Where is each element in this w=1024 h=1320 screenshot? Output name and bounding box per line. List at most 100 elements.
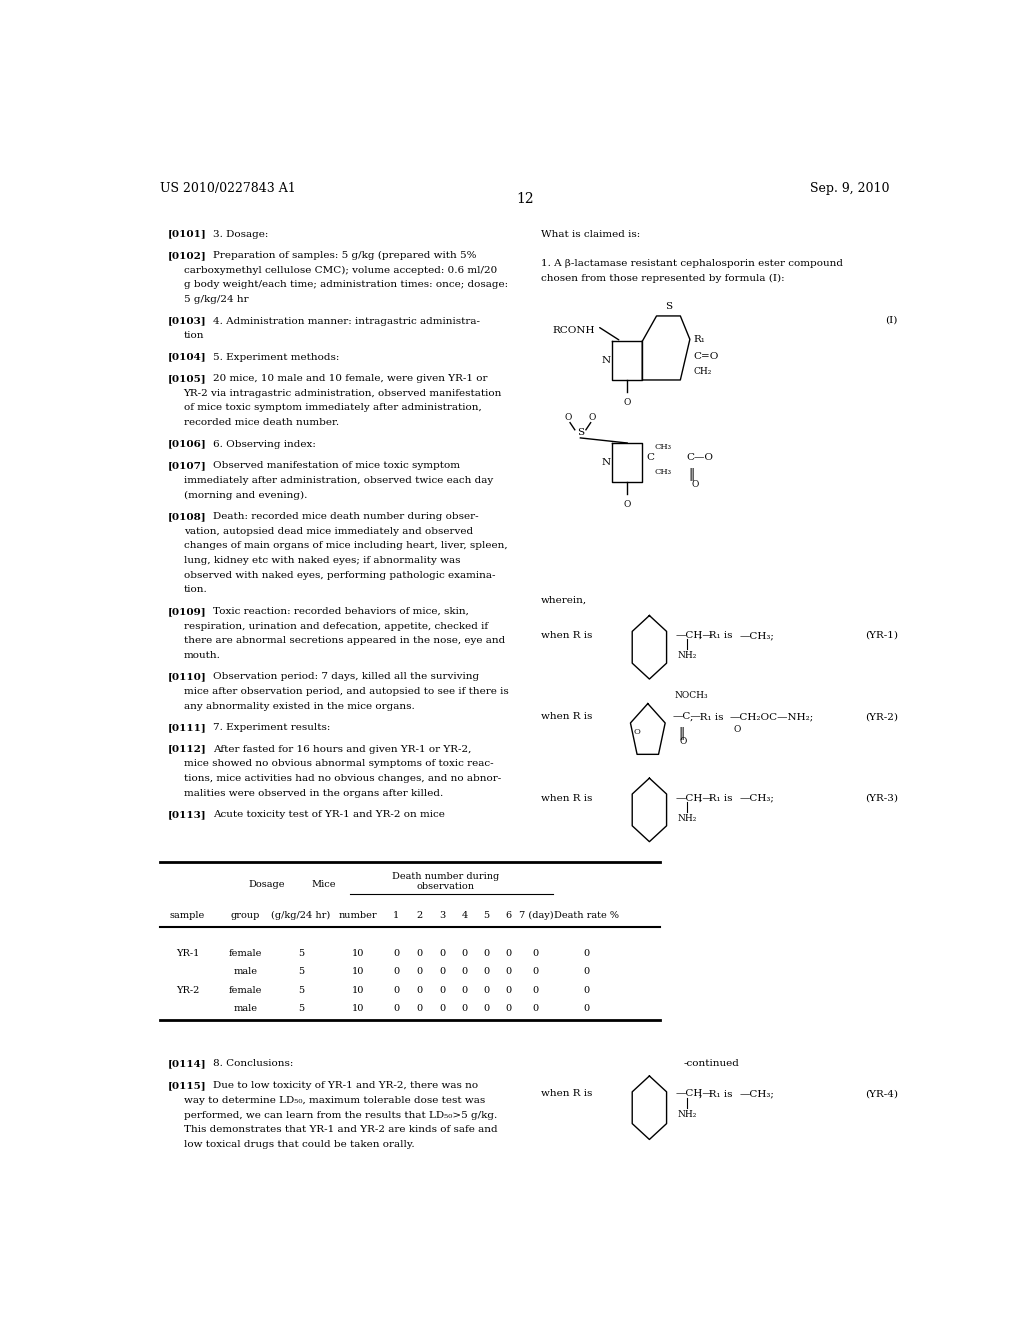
Text: YR-2 via intragastric administration, observed manifestation: YR-2 via intragastric administration, ob… bbox=[183, 388, 502, 397]
Text: female: female bbox=[228, 949, 262, 958]
Text: carboxymethyl cellulose CMC); volume accepted: 0.6 ml/20: carboxymethyl cellulose CMC); volume acc… bbox=[183, 265, 497, 275]
Text: [0106]: [0106] bbox=[168, 440, 207, 449]
Text: 5. Experiment methods:: 5. Experiment methods: bbox=[213, 352, 339, 362]
Text: [0114]: [0114] bbox=[168, 1059, 206, 1068]
Text: 10: 10 bbox=[352, 949, 365, 958]
Text: N: N bbox=[601, 356, 610, 366]
Text: —C—: —C— bbox=[673, 713, 701, 721]
Text: there are abnormal secretions appeared in the nose, eye and: there are abnormal secretions appeared i… bbox=[183, 636, 505, 645]
Text: 0: 0 bbox=[483, 968, 489, 977]
Text: 5: 5 bbox=[298, 968, 304, 977]
Text: 20 mice, 10 male and 10 female, were given YR-1 or: 20 mice, 10 male and 10 female, were giv… bbox=[213, 374, 487, 383]
Text: mice showed no obvious abnormal symptoms of toxic reac-: mice showed no obvious abnormal symptoms… bbox=[183, 759, 494, 768]
Text: 12: 12 bbox=[516, 191, 534, 206]
Text: [0103]: [0103] bbox=[168, 317, 206, 326]
Text: [0115]: [0115] bbox=[168, 1081, 206, 1090]
Text: —CH₃;: —CH₃; bbox=[739, 793, 774, 803]
Text: NH₂: NH₂ bbox=[677, 651, 696, 660]
Text: 0: 0 bbox=[506, 1005, 512, 1012]
Text: 0: 0 bbox=[483, 1005, 489, 1012]
Text: lung, kidney etc with naked eyes; if abnormality was: lung, kidney etc with naked eyes; if abn… bbox=[183, 556, 460, 565]
Text: Death rate %: Death rate % bbox=[554, 911, 620, 920]
Text: RCONH: RCONH bbox=[553, 326, 595, 335]
Text: tion.: tion. bbox=[183, 586, 207, 594]
Text: changes of main organs of mice including heart, liver, spleen,: changes of main organs of mice including… bbox=[183, 541, 507, 550]
Text: 1. A β-lactamase resistant cephalosporin ester compound: 1. A β-lactamase resistant cephalosporin… bbox=[541, 259, 843, 268]
Text: CH₃: CH₃ bbox=[655, 444, 672, 451]
Text: O: O bbox=[633, 727, 640, 735]
Text: observed with naked eyes, performing pathologic examina-: observed with naked eyes, performing pat… bbox=[183, 570, 495, 579]
Text: any abnormality existed in the mice organs.: any abnormality existed in the mice orga… bbox=[183, 702, 415, 711]
Text: 2: 2 bbox=[416, 911, 422, 920]
Text: 0: 0 bbox=[584, 949, 590, 958]
Text: of mice toxic symptom immediately after administration,: of mice toxic symptom immediately after … bbox=[183, 404, 481, 412]
Text: 5: 5 bbox=[298, 1005, 304, 1012]
Text: observation: observation bbox=[417, 882, 474, 891]
Text: NH₂: NH₂ bbox=[677, 814, 696, 822]
Text: What is claimed is:: What is claimed is: bbox=[541, 230, 640, 239]
Text: S: S bbox=[665, 302, 672, 312]
Text: 7. Experiment results:: 7. Experiment results: bbox=[213, 723, 331, 733]
Text: C: C bbox=[646, 453, 654, 462]
Text: ,  R₁ is: , R₁ is bbox=[699, 1089, 733, 1098]
Text: [0112]: [0112] bbox=[168, 744, 207, 754]
Text: recorded mice death number.: recorded mice death number. bbox=[183, 418, 339, 428]
Text: 0: 0 bbox=[532, 986, 539, 995]
Text: [0107]: [0107] bbox=[168, 461, 207, 470]
Text: 0: 0 bbox=[506, 949, 512, 958]
Text: male: male bbox=[233, 1005, 257, 1012]
Text: This demonstrates that YR-1 and YR-2 are kinds of safe and: This demonstrates that YR-1 and YR-2 are… bbox=[183, 1125, 498, 1134]
Text: NOCH₃: NOCH₃ bbox=[675, 692, 709, 700]
Text: [0104]: [0104] bbox=[168, 352, 206, 362]
Text: mice after observation period, and autopsied to see if there is: mice after observation period, and autop… bbox=[183, 688, 508, 696]
Text: 10: 10 bbox=[352, 968, 365, 977]
Text: —CH₂OC—NH₂;: —CH₂OC—NH₂; bbox=[729, 713, 814, 721]
Text: when R is: when R is bbox=[541, 631, 592, 640]
Text: when R is: when R is bbox=[541, 1089, 592, 1098]
Text: N: N bbox=[601, 458, 610, 467]
Text: 3. Dosage:: 3. Dosage: bbox=[213, 230, 268, 239]
Text: 10: 10 bbox=[352, 1005, 365, 1012]
Text: group: group bbox=[230, 911, 260, 920]
Text: 4. Administration manner: intragastric administra-: 4. Administration manner: intragastric a… bbox=[213, 317, 480, 326]
Text: CH₃: CH₃ bbox=[655, 469, 672, 477]
Text: R₁: R₁ bbox=[694, 335, 706, 343]
Text: —CH—: —CH— bbox=[676, 631, 714, 640]
Text: (YR-1): (YR-1) bbox=[865, 631, 898, 640]
Text: Acute toxicity test of YR-1 and YR-2 on mice: Acute toxicity test of YR-1 and YR-2 on … bbox=[213, 810, 444, 820]
Text: 8. Conclusions:: 8. Conclusions: bbox=[213, 1059, 293, 1068]
Text: g body weight/each time; administration times: once; dosage:: g body weight/each time; administration … bbox=[183, 280, 508, 289]
Text: mouth.: mouth. bbox=[183, 651, 220, 660]
Text: [0102]: [0102] bbox=[168, 251, 207, 260]
Text: 0: 0 bbox=[462, 949, 468, 958]
Text: 0: 0 bbox=[584, 1005, 590, 1012]
Text: Toxic reaction: recorded behaviors of mice, skin,: Toxic reaction: recorded behaviors of mi… bbox=[213, 607, 469, 616]
Text: C=O: C=O bbox=[694, 352, 719, 362]
Text: [0113]: [0113] bbox=[168, 810, 206, 820]
Text: Mice: Mice bbox=[311, 880, 336, 890]
Text: 0: 0 bbox=[393, 1005, 399, 1012]
Text: ‖: ‖ bbox=[679, 726, 685, 739]
Text: O: O bbox=[680, 737, 687, 746]
Text: Due to low toxicity of YR-1 and YR-2, there was no: Due to low toxicity of YR-1 and YR-2, th… bbox=[213, 1081, 478, 1090]
Text: 0: 0 bbox=[439, 1005, 445, 1012]
Text: 0: 0 bbox=[462, 1005, 468, 1012]
Text: -continued: -continued bbox=[683, 1059, 739, 1068]
Text: 0: 0 bbox=[506, 968, 512, 977]
Text: 0: 0 bbox=[532, 949, 539, 958]
Text: 4: 4 bbox=[462, 911, 468, 920]
Text: 6. Observing index:: 6. Observing index: bbox=[213, 440, 315, 449]
Text: way to determine LD₅₀, maximum tolerable dose test was: way to determine LD₅₀, maximum tolerable… bbox=[183, 1096, 484, 1105]
Text: 1: 1 bbox=[393, 911, 399, 920]
Text: YR-1: YR-1 bbox=[176, 949, 200, 958]
Text: (I): (I) bbox=[886, 315, 898, 325]
Text: performed, we can learn from the results that LD₅₀>5 g/kg.: performed, we can learn from the results… bbox=[183, 1110, 497, 1119]
Text: S: S bbox=[577, 428, 584, 437]
Text: sample: sample bbox=[170, 911, 205, 920]
Text: [0101]: [0101] bbox=[168, 230, 207, 239]
Text: 0: 0 bbox=[439, 968, 445, 977]
Text: O: O bbox=[589, 413, 596, 422]
Text: (YR-4): (YR-4) bbox=[865, 1089, 898, 1098]
Text: 0: 0 bbox=[393, 949, 399, 958]
Text: ,  R₁ is: , R₁ is bbox=[699, 793, 733, 803]
